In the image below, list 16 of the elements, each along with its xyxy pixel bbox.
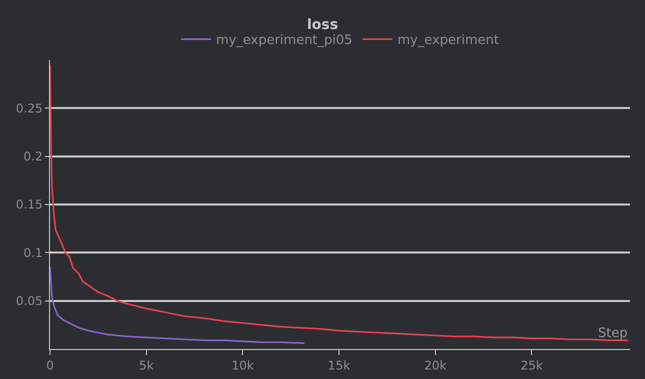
legend-label: my_experiment (397, 33, 499, 48)
x-tick-label: 15k (328, 358, 350, 372)
x-tick-label: 5k (139, 358, 154, 372)
x-tick-label: 20k (424, 358, 447, 372)
x-tick-label: 0 (46, 358, 54, 372)
line-series (50, 266, 306, 344)
y-tick-label: 0.2 (24, 150, 43, 164)
x-tick-label: 25k (520, 358, 543, 372)
y-tick-label: 0.1 (24, 246, 43, 260)
y-tick-label: 0.15 (16, 198, 43, 212)
x-axis-title: Step (598, 326, 628, 341)
x-tick-label: 10k (232, 358, 254, 372)
legend-label: my_experiment_pi05 (216, 33, 352, 48)
y-tick-label: 0.25 (16, 101, 43, 116)
y-tick-label: 0.05 (16, 294, 43, 308)
chart-title: loss (306, 16, 338, 33)
